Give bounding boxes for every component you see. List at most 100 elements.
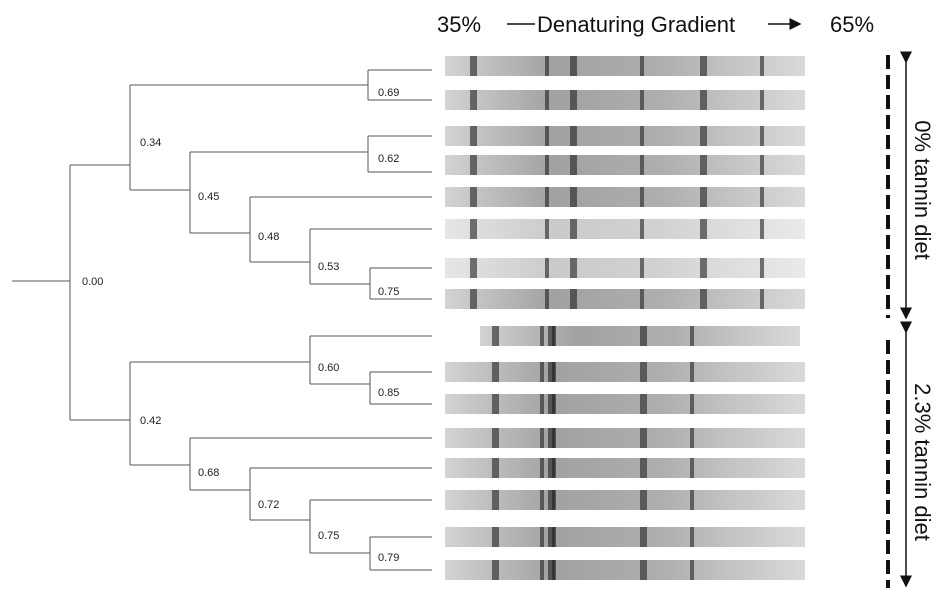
gel-band	[640, 126, 644, 146]
node-label: 0.45	[198, 191, 219, 203]
gel-band	[760, 155, 764, 175]
gel-band	[640, 187, 644, 207]
gel-band	[545, 289, 549, 309]
gel-band	[690, 490, 694, 510]
gel-band	[640, 56, 644, 76]
gel-lane	[445, 289, 805, 309]
gel-band	[545, 155, 549, 175]
gel-band	[552, 326, 556, 346]
gel-band	[640, 362, 647, 382]
gel-band	[700, 289, 707, 309]
node-label: 0.72	[258, 499, 279, 511]
gel-band	[640, 90, 644, 110]
gel	[445, 56, 805, 580]
gel-lane	[445, 187, 805, 207]
gel-band	[640, 326, 647, 346]
gel-band	[690, 428, 694, 448]
gel-lane	[445, 126, 805, 146]
gel-band	[640, 289, 644, 309]
gel-band	[760, 289, 764, 309]
node-label: 0.69	[378, 87, 399, 99]
gel-band	[570, 56, 577, 76]
gel-band	[640, 428, 647, 448]
gel-band	[640, 394, 647, 414]
gel-band	[492, 428, 499, 448]
gel-band	[540, 428, 544, 448]
gel-band	[640, 527, 647, 547]
node-label: 0.42	[140, 415, 161, 427]
gel-band	[690, 362, 694, 382]
figure: 35% Denaturing Gradient 65% 0.00 0.34 0.…	[0, 0, 936, 592]
gel-band	[760, 187, 764, 207]
gel-lane	[445, 155, 805, 175]
gel-lane	[445, 258, 805, 278]
node-label: 0.68	[198, 467, 219, 479]
gel-band	[470, 90, 477, 110]
gel-band	[470, 289, 477, 309]
gel-band	[540, 326, 544, 346]
gel-band	[570, 90, 577, 110]
gel-band	[545, 90, 549, 110]
gel-band	[540, 490, 544, 510]
node-label: 0.62	[378, 153, 399, 165]
group-label: 2.3% tannin diet	[910, 383, 935, 541]
gel-band	[540, 560, 544, 580]
gel-band	[540, 458, 544, 478]
gel-band	[545, 258, 549, 278]
gradient-end: 65%	[830, 12, 874, 37]
gel-band	[545, 187, 549, 207]
gel-band	[545, 219, 549, 239]
gel-band	[640, 258, 644, 278]
node-label: 0.00	[82, 276, 103, 288]
gel-band	[760, 126, 764, 146]
group-label: 0% tannin diet	[910, 120, 935, 259]
gel-band	[492, 527, 499, 547]
gradient-title: Denaturing Gradient	[537, 12, 735, 37]
node-label: 0.79	[378, 552, 399, 564]
gel-band	[552, 527, 556, 547]
gel-band	[700, 258, 707, 278]
gel-band	[640, 458, 647, 478]
gel-lane	[445, 219, 805, 239]
gradient-start: 35%	[437, 12, 481, 37]
gel-band	[570, 155, 577, 175]
gel-band	[700, 56, 707, 76]
gel-band	[760, 90, 764, 110]
gel-band	[552, 490, 556, 510]
gel-band	[552, 362, 556, 382]
gel-band	[690, 560, 694, 580]
gel-band	[690, 326, 694, 346]
gel-band	[700, 187, 707, 207]
gel-band	[700, 90, 707, 110]
gel-band	[492, 560, 499, 580]
gel-band	[540, 527, 544, 547]
node-label: 0.34	[140, 137, 161, 149]
gel-band	[470, 56, 477, 76]
node-label: 0.85	[378, 387, 399, 399]
gel-band	[545, 56, 549, 76]
gel-lane	[445, 90, 805, 110]
gel-band	[552, 458, 556, 478]
gel-band	[570, 258, 577, 278]
gel-band	[570, 219, 577, 239]
gel-band	[640, 560, 647, 580]
gel-band	[492, 326, 499, 346]
node-label: 0.75	[318, 530, 339, 542]
gel-band	[640, 155, 644, 175]
gel-band	[700, 155, 707, 175]
gel-band	[760, 258, 764, 278]
gel-band	[570, 289, 577, 309]
gel-band	[552, 394, 556, 414]
gel-band	[470, 126, 477, 146]
gel-band	[690, 458, 694, 478]
gel-band	[470, 187, 477, 207]
gel-band	[470, 155, 477, 175]
gel-band	[760, 56, 764, 76]
gel-band	[760, 219, 764, 239]
gel-band	[700, 126, 707, 146]
gel-band	[540, 394, 544, 414]
gel-band	[545, 126, 549, 146]
gel-band	[690, 394, 694, 414]
gel-band	[492, 490, 499, 510]
node-label: 0.75	[378, 286, 399, 298]
